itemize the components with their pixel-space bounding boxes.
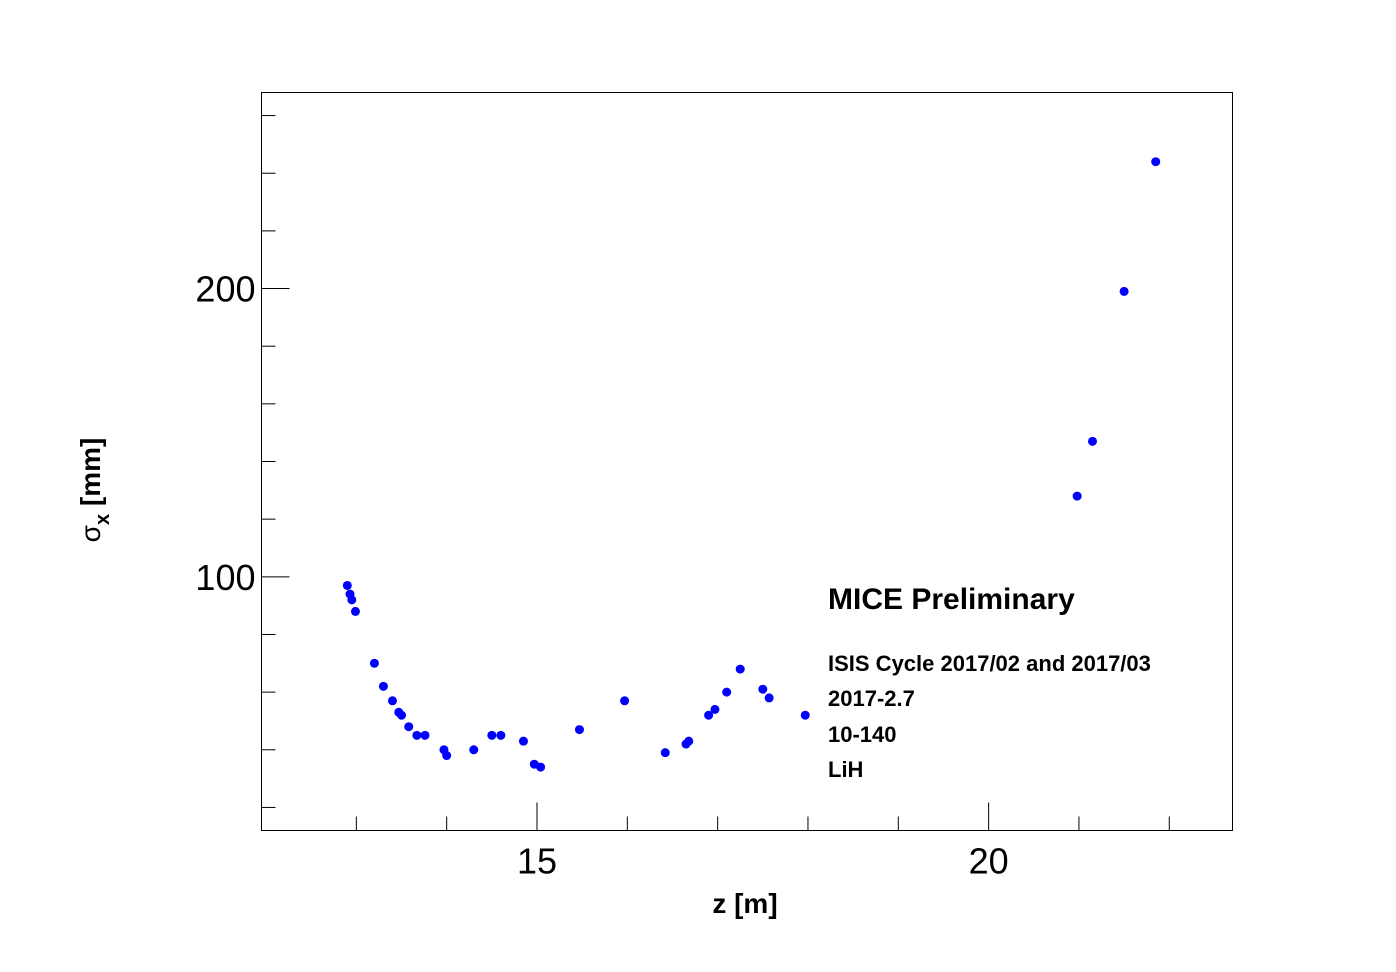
data-point bbox=[735, 664, 745, 674]
data-point bbox=[404, 722, 414, 732]
data-point bbox=[1087, 436, 1097, 446]
annotation-title: MICE Preliminary bbox=[828, 583, 1075, 616]
data-point bbox=[758, 684, 768, 694]
annotation-absorber: LiH bbox=[828, 757, 863, 782]
data-point bbox=[1119, 286, 1129, 296]
data-point bbox=[722, 687, 732, 697]
data-point bbox=[660, 748, 670, 758]
data-point bbox=[342, 580, 352, 590]
svg-text:σx [mm]: σx [mm] bbox=[75, 438, 114, 543]
data-point bbox=[347, 595, 357, 605]
data-point bbox=[1151, 157, 1161, 167]
data-point bbox=[518, 736, 528, 746]
annotation-momentum: 10-140 bbox=[828, 722, 897, 747]
data-point bbox=[800, 710, 810, 720]
data-point bbox=[684, 736, 694, 746]
plot-frame bbox=[261, 92, 1233, 831]
data-point bbox=[378, 681, 388, 691]
y-axis-title-subscript: x bbox=[92, 514, 114, 525]
data-point bbox=[536, 762, 546, 772]
data-point bbox=[487, 730, 497, 740]
data-point bbox=[620, 696, 630, 706]
x-tick-label: 20 bbox=[969, 841, 1009, 882]
y-axis-title: σx [mm] bbox=[75, 438, 114, 543]
data-point bbox=[387, 696, 397, 706]
data-point bbox=[412, 730, 422, 740]
data-point bbox=[469, 745, 479, 755]
annotation-run-cycle: ISIS Cycle 2017/02 and 2017/03 bbox=[828, 651, 1151, 676]
data-point bbox=[420, 730, 430, 740]
data-point bbox=[764, 693, 774, 703]
data-point bbox=[397, 710, 407, 720]
x-axis-title: z [m] bbox=[712, 888, 777, 919]
axis-tick-labels: 15 20 100 200 bbox=[195, 269, 1008, 882]
data-point bbox=[1072, 491, 1082, 501]
x-tick-label: 15 bbox=[517, 841, 557, 882]
data-point bbox=[704, 710, 714, 720]
y-tick-label: 200 bbox=[195, 269, 255, 310]
data-points bbox=[342, 157, 1161, 772]
data-point bbox=[369, 658, 379, 668]
data-point bbox=[710, 704, 720, 714]
data-point bbox=[350, 606, 360, 616]
data-point bbox=[496, 730, 506, 740]
y-axis-title-unit: [mm] bbox=[75, 438, 106, 514]
axis-ticks bbox=[261, 115, 1170, 831]
y-tick-label: 100 bbox=[195, 557, 255, 598]
annotation-setting: 2017-2.7 bbox=[828, 686, 915, 711]
data-point bbox=[442, 751, 452, 761]
data-point bbox=[574, 725, 584, 735]
y-axis-title-symbol: σ bbox=[75, 525, 106, 542]
